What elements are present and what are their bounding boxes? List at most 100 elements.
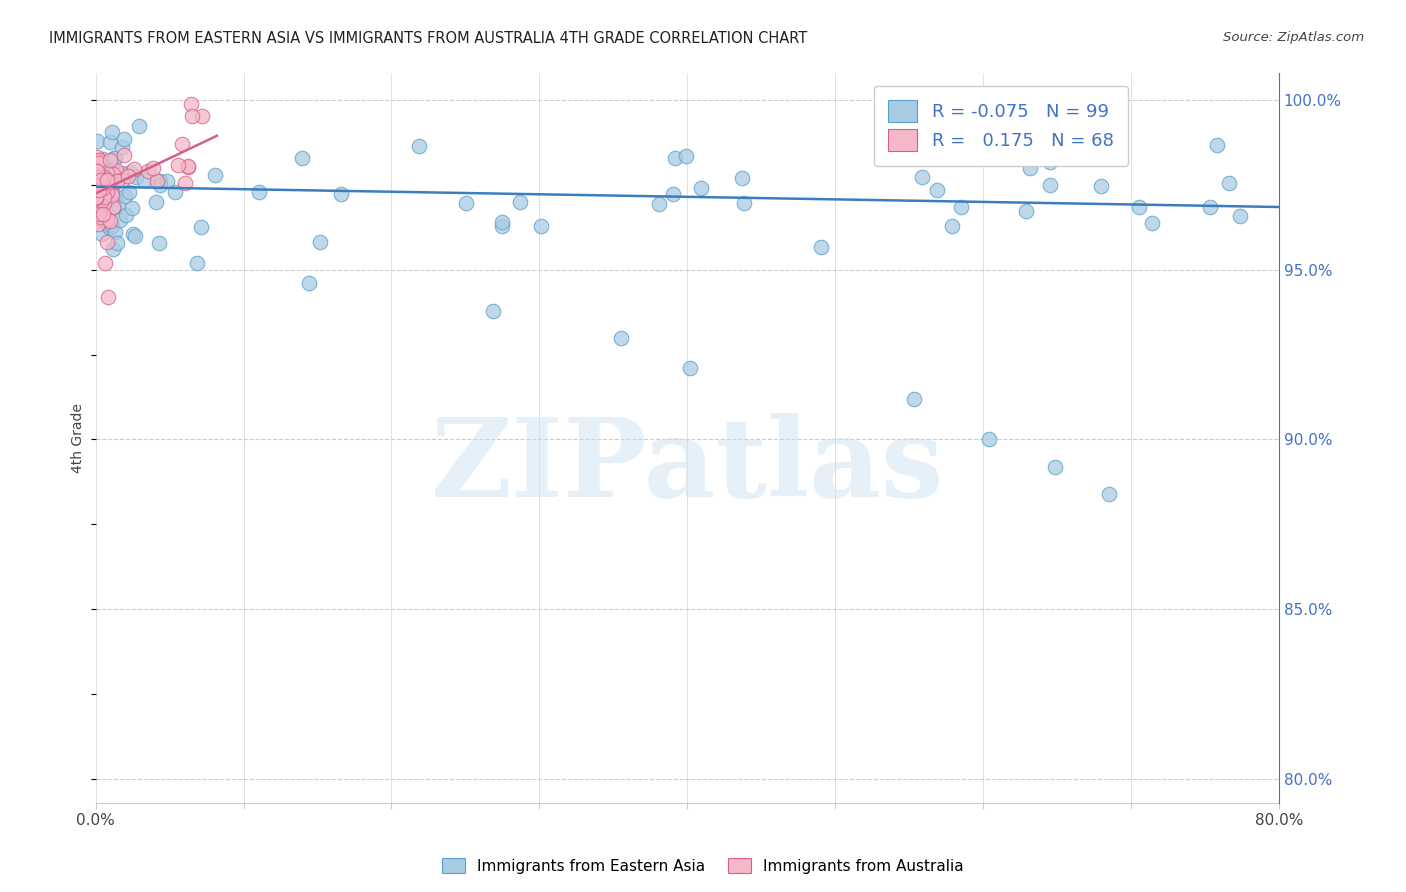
Point xyxy=(100,125,122,139)
Point xyxy=(100,176,122,190)
Point xyxy=(84,164,107,178)
Point xyxy=(91,207,114,221)
Text: Source: ZipAtlas.com: Source: ZipAtlas.com xyxy=(1223,31,1364,45)
Point xyxy=(148,174,170,188)
Point xyxy=(118,185,141,199)
Point xyxy=(1128,200,1150,214)
Point xyxy=(100,181,122,195)
Point xyxy=(87,217,110,231)
Point xyxy=(408,139,430,153)
Point xyxy=(97,177,120,191)
Point xyxy=(93,190,115,204)
Point xyxy=(94,166,117,180)
Point xyxy=(90,188,112,202)
Point xyxy=(93,256,115,270)
Point xyxy=(610,331,633,345)
Point xyxy=(84,189,107,203)
Point xyxy=(103,200,125,214)
Point xyxy=(91,227,114,242)
Point xyxy=(117,169,139,183)
Point xyxy=(93,185,115,199)
Point xyxy=(101,167,124,181)
Point xyxy=(172,137,194,152)
Point xyxy=(124,229,146,244)
Point xyxy=(101,200,124,214)
Y-axis label: 4th Grade: 4th Grade xyxy=(72,403,86,473)
Point xyxy=(927,183,949,197)
Point xyxy=(90,173,112,187)
Point xyxy=(128,120,150,134)
Legend: R = -0.075   N = 99, R =   0.175   N = 68: R = -0.075 N = 99, R = 0.175 N = 68 xyxy=(873,86,1128,166)
Point xyxy=(1142,216,1164,230)
Point xyxy=(678,361,700,376)
Point xyxy=(96,185,118,199)
Point xyxy=(1229,209,1251,223)
Point xyxy=(87,186,110,200)
Point xyxy=(103,152,125,166)
Text: ZIPatlas: ZIPatlas xyxy=(430,413,943,520)
Point xyxy=(977,433,1000,447)
Point xyxy=(298,277,321,291)
Point xyxy=(112,148,135,162)
Point xyxy=(950,200,973,214)
Point xyxy=(91,181,114,195)
Point xyxy=(89,184,111,198)
Point xyxy=(165,185,187,199)
Point xyxy=(90,179,112,194)
Point xyxy=(329,186,352,201)
Point xyxy=(89,201,111,215)
Point xyxy=(145,173,167,187)
Point xyxy=(190,220,212,235)
Point xyxy=(101,242,124,256)
Point xyxy=(90,195,112,210)
Point xyxy=(93,163,115,178)
Point xyxy=(186,256,208,270)
Point xyxy=(98,153,121,168)
Point xyxy=(84,197,107,211)
Point xyxy=(810,240,832,254)
Point xyxy=(733,196,755,211)
Point xyxy=(491,215,513,229)
Point xyxy=(136,164,159,178)
Point xyxy=(105,165,128,179)
Point xyxy=(690,181,713,195)
Point xyxy=(89,188,111,202)
Point xyxy=(115,209,138,223)
Point xyxy=(454,196,477,211)
Point xyxy=(86,153,108,168)
Point xyxy=(87,183,110,197)
Point xyxy=(149,178,172,192)
Point xyxy=(101,219,124,234)
Point xyxy=(96,211,118,226)
Point xyxy=(98,176,121,190)
Point xyxy=(481,303,503,318)
Point xyxy=(100,190,122,204)
Point xyxy=(647,197,669,211)
Point xyxy=(309,235,332,250)
Point xyxy=(903,392,925,406)
Point xyxy=(104,151,127,165)
Point xyxy=(86,185,108,199)
Point xyxy=(664,151,686,165)
Point xyxy=(90,177,112,191)
Point xyxy=(731,170,754,185)
Point xyxy=(1043,459,1066,474)
Point xyxy=(84,171,107,186)
Point xyxy=(180,109,202,123)
Point xyxy=(1199,200,1222,214)
Point xyxy=(105,235,128,250)
Point xyxy=(167,158,190,172)
Point xyxy=(89,156,111,170)
Point xyxy=(180,97,202,112)
Point xyxy=(86,134,108,148)
Point xyxy=(177,160,200,174)
Point xyxy=(1039,178,1062,192)
Point xyxy=(111,140,134,154)
Point xyxy=(1097,487,1119,501)
Point xyxy=(101,191,124,205)
Point xyxy=(105,174,128,188)
Point xyxy=(97,219,120,234)
Point xyxy=(91,152,114,166)
Point xyxy=(86,200,108,214)
Point xyxy=(86,212,108,227)
